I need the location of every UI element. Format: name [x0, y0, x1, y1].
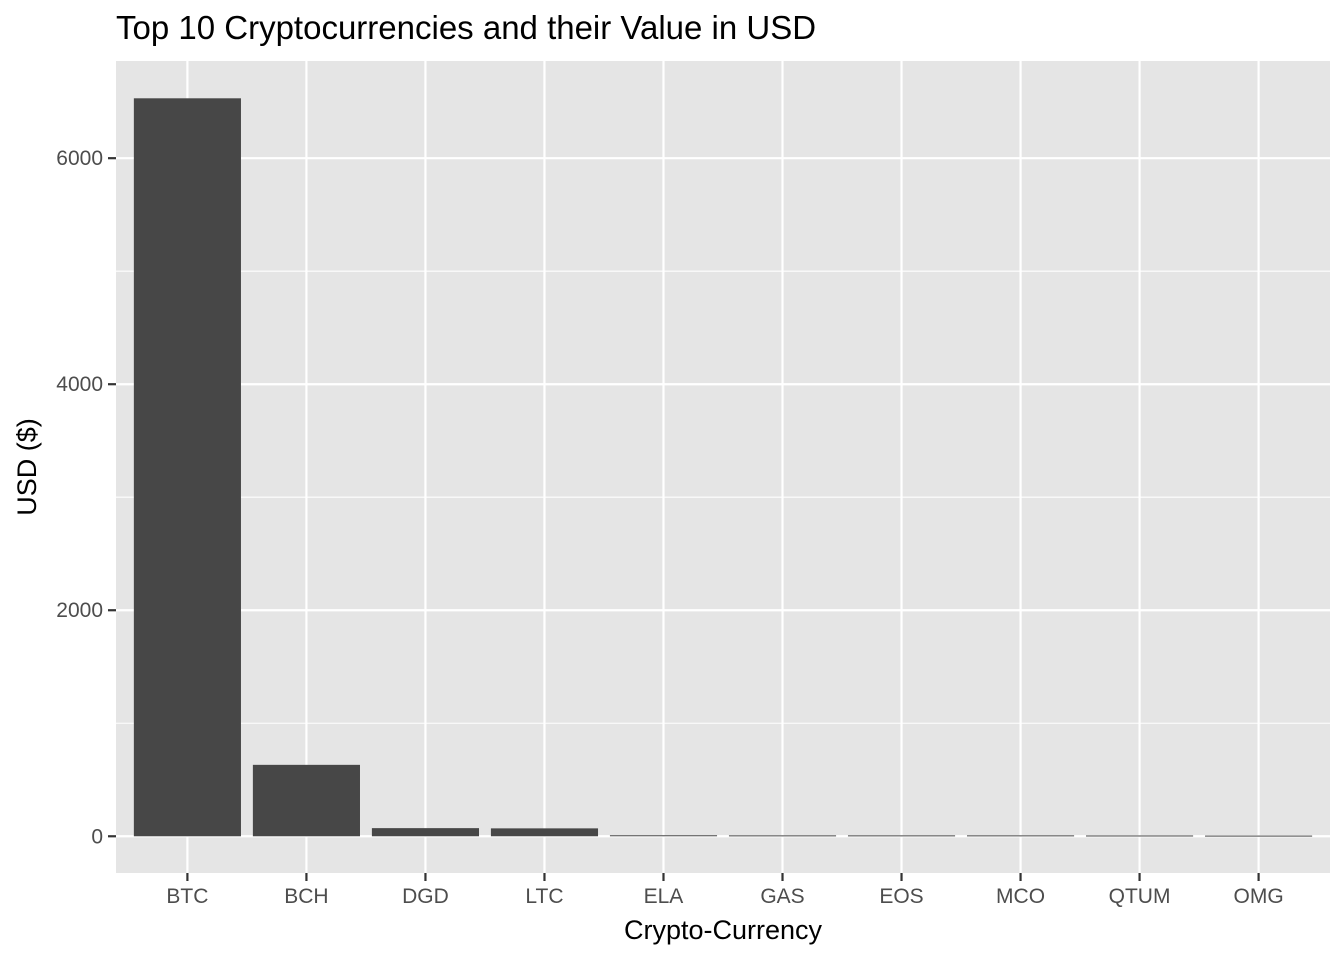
bar-bch: [252, 764, 360, 837]
y-tick-label: 2000: [56, 599, 103, 622]
x-tick-label: LTC: [525, 885, 563, 908]
y-axis: 0 2000 4000 6000: [56, 147, 116, 848]
x-tick-label: BTC: [166, 885, 208, 908]
y-axis-title: USD ($): [12, 418, 42, 516]
x-tick-label: OMG: [1234, 885, 1284, 908]
x-tick-label: DGD: [402, 885, 449, 908]
bar-omg: [1205, 835, 1313, 837]
x-tick-label: QTUM: [1109, 885, 1171, 908]
major-gridlines: [116, 61, 1330, 873]
x-tick-label: MCO: [996, 885, 1045, 908]
minor-gridlines: [116, 270, 1330, 724]
x-axis-title: Crypto-Currency: [624, 915, 823, 945]
bar-qtum: [1086, 835, 1194, 837]
bar-btc: [133, 98, 241, 837]
y-tick-label: 0: [91, 825, 103, 848]
y-tick-label: 4000: [56, 373, 103, 396]
plot-panel: [116, 61, 1330, 873]
x-tick-label: EOS: [879, 885, 923, 908]
bar-ela: [609, 835, 718, 837]
x-axis: BTC BCH DGD LTC ELA GAS EOS MCO QTUM OMG: [166, 873, 1284, 908]
x-tick-label: BCH: [284, 885, 328, 908]
bar-gas: [728, 835, 837, 837]
x-tick-label: GAS: [760, 885, 804, 908]
bar-mco: [966, 835, 1075, 837]
bar-eos: [847, 835, 956, 837]
bar-dgd: [371, 828, 480, 837]
chart-title: Top 10 Cryptocurrencies and their Value …: [116, 9, 816, 46]
y-tick-label: 6000: [56, 147, 103, 170]
bars: [133, 98, 1313, 837]
bar-ltc: [490, 828, 599, 837]
x-tick-label: ELA: [644, 885, 684, 908]
